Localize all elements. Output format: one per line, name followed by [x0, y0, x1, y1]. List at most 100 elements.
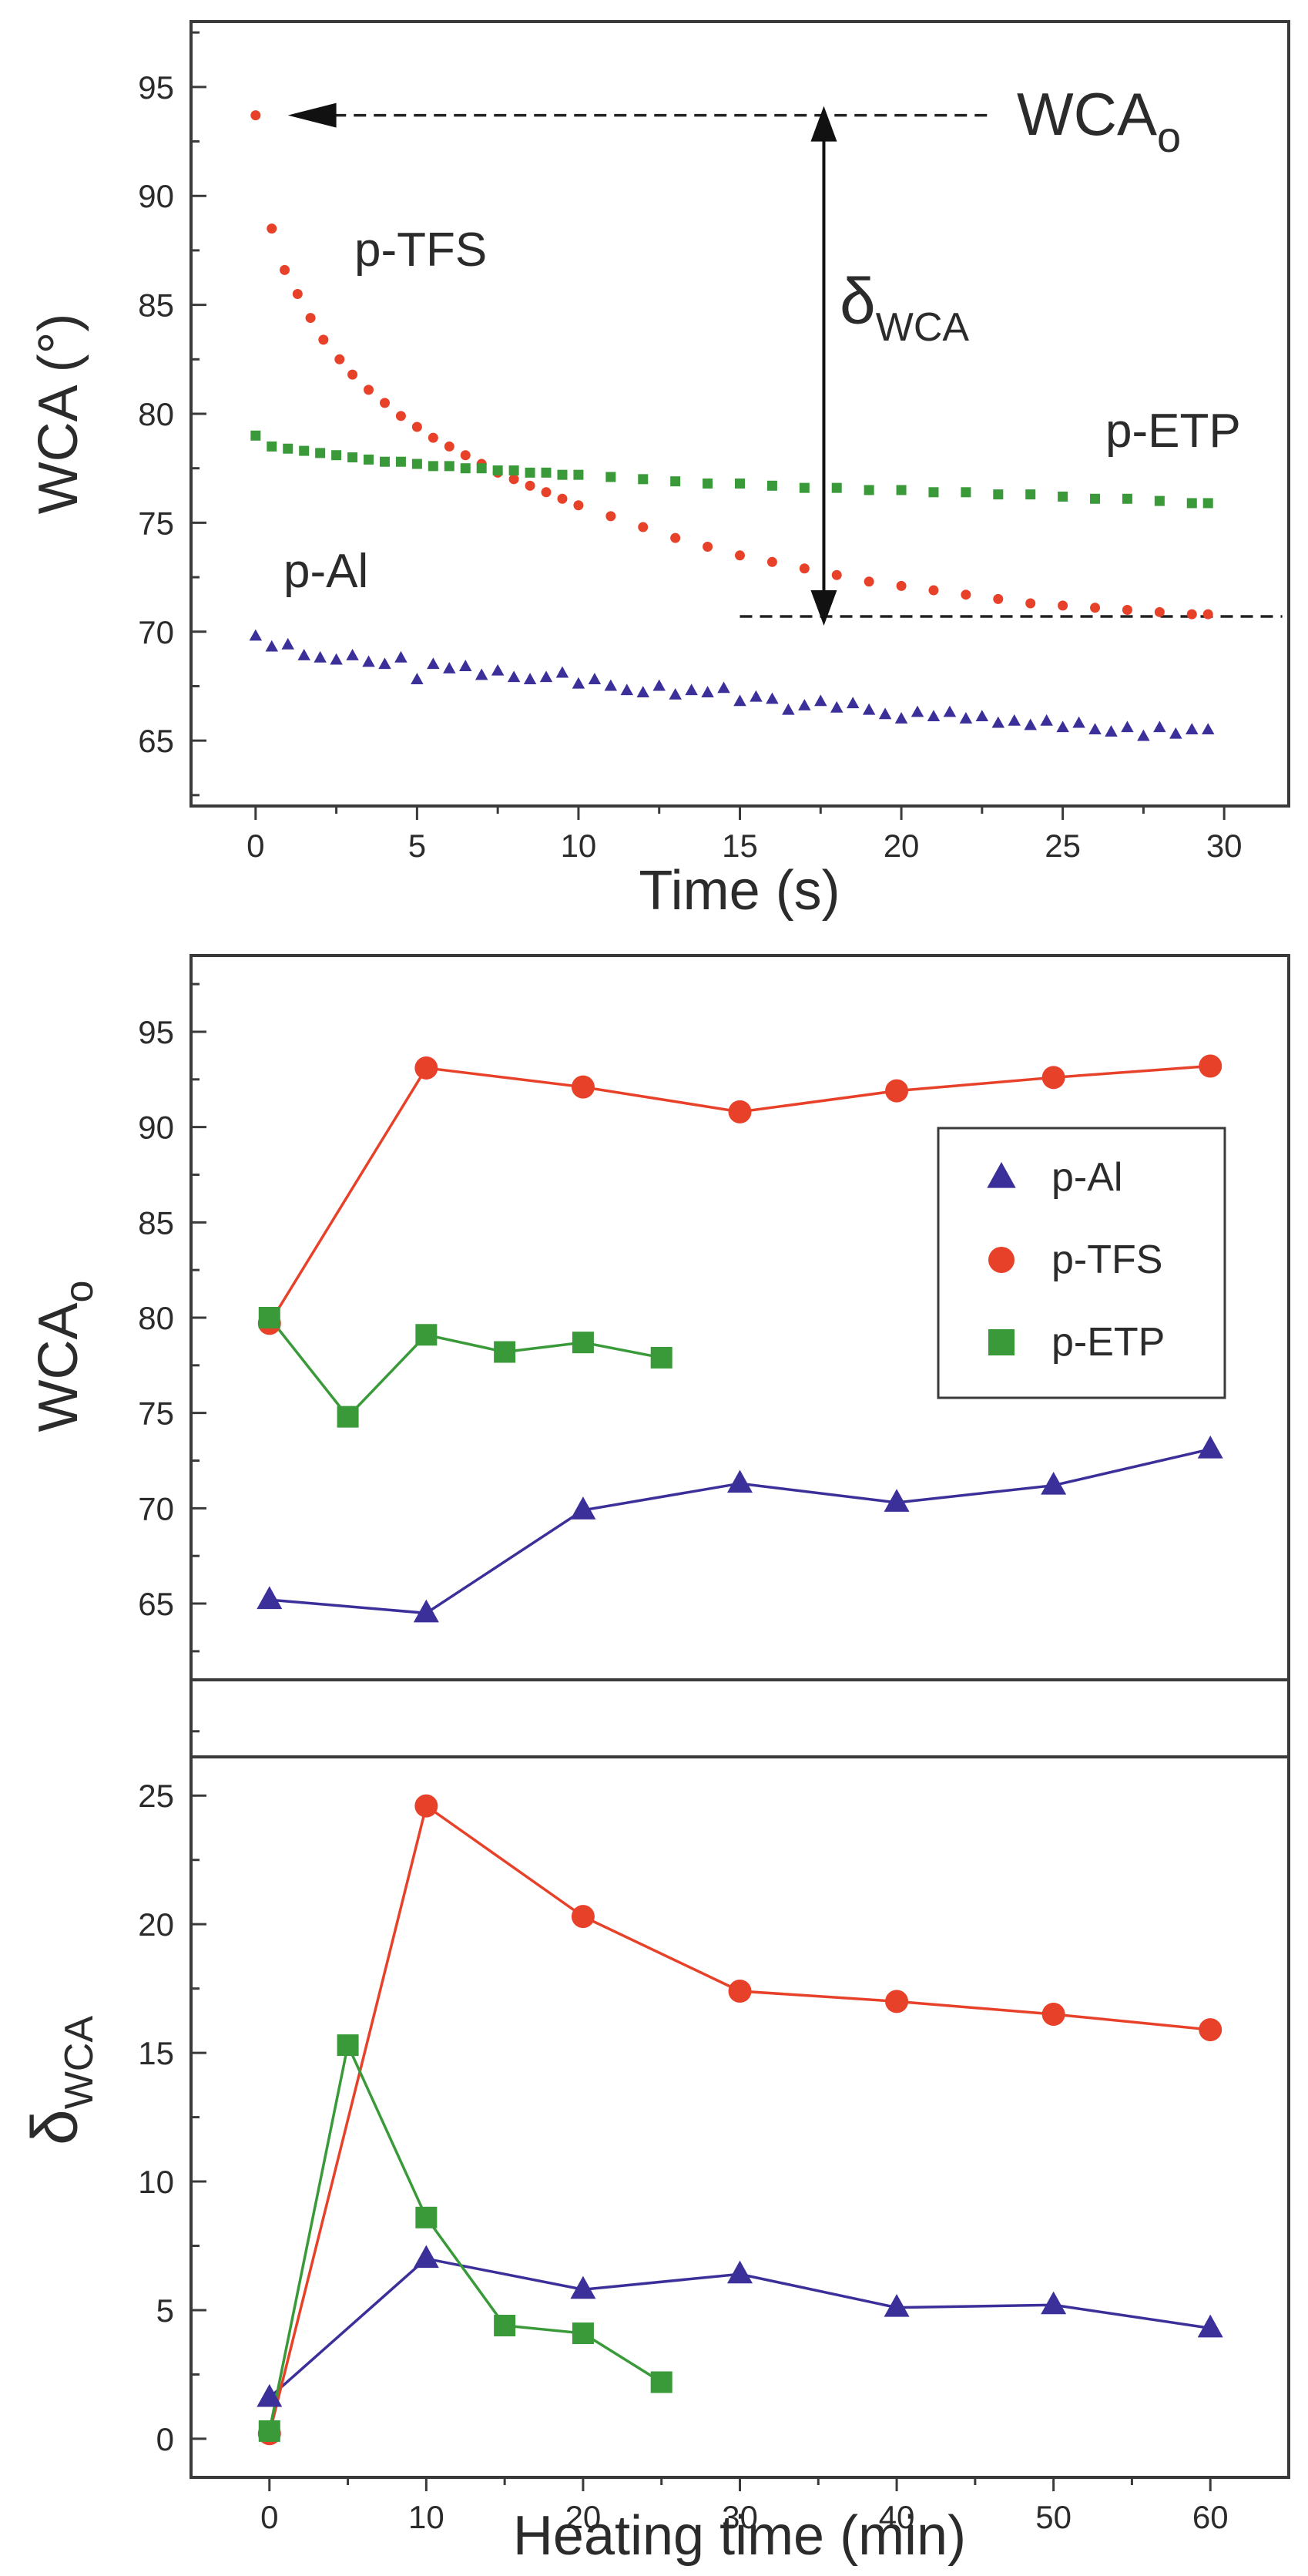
chart1-point-p-etp	[1025, 489, 1036, 500]
legend-label-p-tfs: p-TFS	[1051, 1238, 1162, 1282]
chart1-point-p-al	[991, 716, 1005, 728]
chart2-point-p-tfs	[571, 1075, 595, 1099]
chart1-point-p-etp	[670, 476, 681, 487]
chart2-point-p-al	[413, 1599, 439, 1623]
chart1-x-tick-label: 30	[1206, 828, 1243, 864]
chart3-point-p-tfs	[414, 1794, 438, 1818]
chart2-y-axis-label-main: WCA	[28, 1302, 89, 1432]
chart3-y-axis-label: δWCA	[18, 2016, 102, 2145]
chart2-point-p-tfs	[414, 1056, 438, 1080]
chart1-point-p-al	[491, 663, 505, 676]
chart1-point-p-etp	[283, 443, 293, 454]
chart1-point-p-al	[620, 683, 634, 696]
chart1-point-p-etp	[411, 458, 422, 469]
chart1-point-p-al	[766, 692, 779, 704]
chart1-x-axis-ticks: 0 5 10 15 20 25 30	[247, 806, 1243, 864]
chart3-x-axis-label: Heating time (min)	[513, 2505, 966, 2567]
chart2-point-p-etp	[572, 1332, 594, 1354]
chart3-point-p-al	[884, 2293, 910, 2317]
chart1-point-p-tfs	[831, 569, 842, 580]
chart1-point-p-al	[1169, 727, 1182, 739]
chart1-point-p-al	[1121, 720, 1134, 733]
chart1-point-p-tfs	[1202, 609, 1213, 620]
chart1-point-p-al	[911, 705, 924, 717]
chart1-y-tick-label: 65	[138, 723, 174, 759]
chart1-point-p-al	[862, 703, 876, 715]
chart1-point-p-etp	[299, 445, 310, 456]
chart1-point-p-al	[475, 668, 488, 680]
chart1-point-p-etp	[315, 448, 326, 458]
chart3-y-axis-label-main: δ	[18, 2109, 91, 2145]
chart2-y-axis-label-sub: o	[57, 1281, 102, 1303]
chart1-point-p-tfs	[444, 441, 454, 452]
chart1-data-points	[249, 110, 1215, 741]
chart1-point-p-etp	[476, 463, 487, 474]
chart1-point-p-tfs	[735, 550, 745, 561]
chart1-point-p-etp	[364, 454, 374, 465]
chart1-point-p-al	[1040, 714, 1053, 726]
chart1-y-tick-label: 80	[138, 396, 174, 432]
chart1-point-p-tfs	[670, 532, 681, 543]
chart1-point-p-tfs	[638, 522, 649, 532]
chart1-point-p-tfs	[1025, 598, 1036, 609]
chart1-point-p-tfs	[1090, 603, 1101, 613]
chart1-point-p-al	[459, 660, 472, 672]
chart3-y-tick-label: 25	[138, 1778, 174, 1814]
chart1-point-p-al	[572, 677, 585, 689]
wca0-arrowhead	[287, 102, 337, 128]
chart1-point-p-etp	[928, 487, 939, 498]
chart3-y-axis-ticks: 0 5 10 15 20 25	[138, 1730, 206, 2457]
chart1-point-p-etp	[460, 463, 471, 474]
chart1-point-p-tfs	[460, 450, 471, 461]
chart1-point-p-etp	[557, 469, 568, 480]
chart1-point-p-al	[555, 666, 569, 678]
chart1-point-p-etp	[896, 485, 907, 495]
chart1-point-p-tfs	[411, 421, 422, 432]
chart1-point-p-etp	[831, 482, 842, 493]
chart1-point-p-etp	[428, 461, 438, 472]
chart1-point-p-al	[394, 650, 407, 663]
chart3-line-p-etp	[268, 2040, 662, 2432]
chart1-point-p-etp	[638, 474, 649, 485]
chart1-point-p-tfs	[292, 288, 303, 299]
chart1-point-p-al	[943, 705, 957, 717]
chart3-series-lines	[268, 1803, 1211, 2434]
chart1-point-p-tfs	[428, 432, 438, 443]
chart1-point-p-tfs	[928, 585, 939, 596]
chart1-point-p-al	[798, 699, 811, 710]
wca0-annotation: WCAo	[1017, 80, 1181, 161]
chart1-point-p-etp	[573, 469, 584, 480]
chart1-point-p-tfs	[573, 500, 584, 511]
chart1-point-p-al	[636, 686, 650, 697]
chart2-point-p-tfs	[885, 1079, 909, 1103]
chart3-y-axis-label-sub: WCA	[57, 2016, 102, 2110]
chart1-x-tick-label: 0	[247, 828, 264, 864]
chart2-point-p-al	[884, 1489, 910, 1512]
legend-label-p-al: p-Al	[1051, 1155, 1122, 1200]
legend-marker-p-tfs	[988, 1247, 1015, 1273]
chart3-x-tick-label: 0	[260, 2499, 278, 2535]
chart1-point-p-al	[411, 673, 424, 684]
chart2-y-tick-label: 70	[138, 1490, 174, 1526]
chart1-point-p-al	[362, 655, 375, 667]
chart1-y-tick-label: 70	[138, 614, 174, 650]
series-label-p-etp: p-ETP	[1105, 405, 1241, 458]
chart3-x-tick-label: 10	[408, 2499, 444, 2535]
chart1-point-p-al	[1008, 714, 1021, 726]
legend: p-Al p-TFS p-ETP	[937, 1127, 1226, 1399]
chart1-point-p-etp	[331, 450, 342, 461]
chart1-point-p-al	[750, 690, 763, 702]
chart1-point-p-al	[1088, 723, 1102, 735]
chart1-point-p-al	[443, 662, 456, 673]
chart1-point-p-al	[975, 710, 989, 722]
chart2-point-p-al	[1197, 1436, 1223, 1459]
chart1-point-p-etp	[864, 485, 874, 495]
delta-wca-arrowhead-up	[810, 106, 837, 142]
chart1-point-p-tfs	[605, 511, 616, 522]
chart1-point-p-tfs	[379, 398, 390, 408]
chart2-point-p-tfs	[728, 1100, 752, 1123]
chart1-x-tick-label: 20	[884, 828, 920, 864]
chart3-point-p-al	[1041, 2291, 1067, 2315]
chart1-y-axis-ticks: 65 70 75 80 85 90 95	[138, 31, 206, 797]
chart3-data-points	[257, 1794, 1223, 2446]
